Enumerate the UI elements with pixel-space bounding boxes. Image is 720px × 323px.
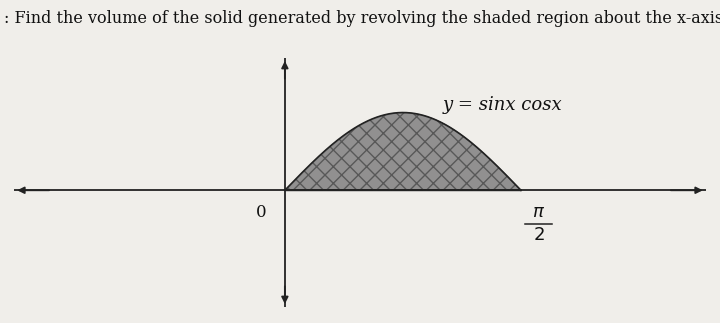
Text: 0: 0 — [256, 204, 267, 221]
Text: $2$: $2$ — [533, 226, 545, 244]
Text: $\pi$: $\pi$ — [532, 203, 546, 221]
Text: : Find the volume of the solid generated by revolving the shaded region about th: : Find the volume of the solid generated… — [4, 10, 720, 27]
Text: y = sinx cosx: y = sinx cosx — [443, 96, 562, 114]
